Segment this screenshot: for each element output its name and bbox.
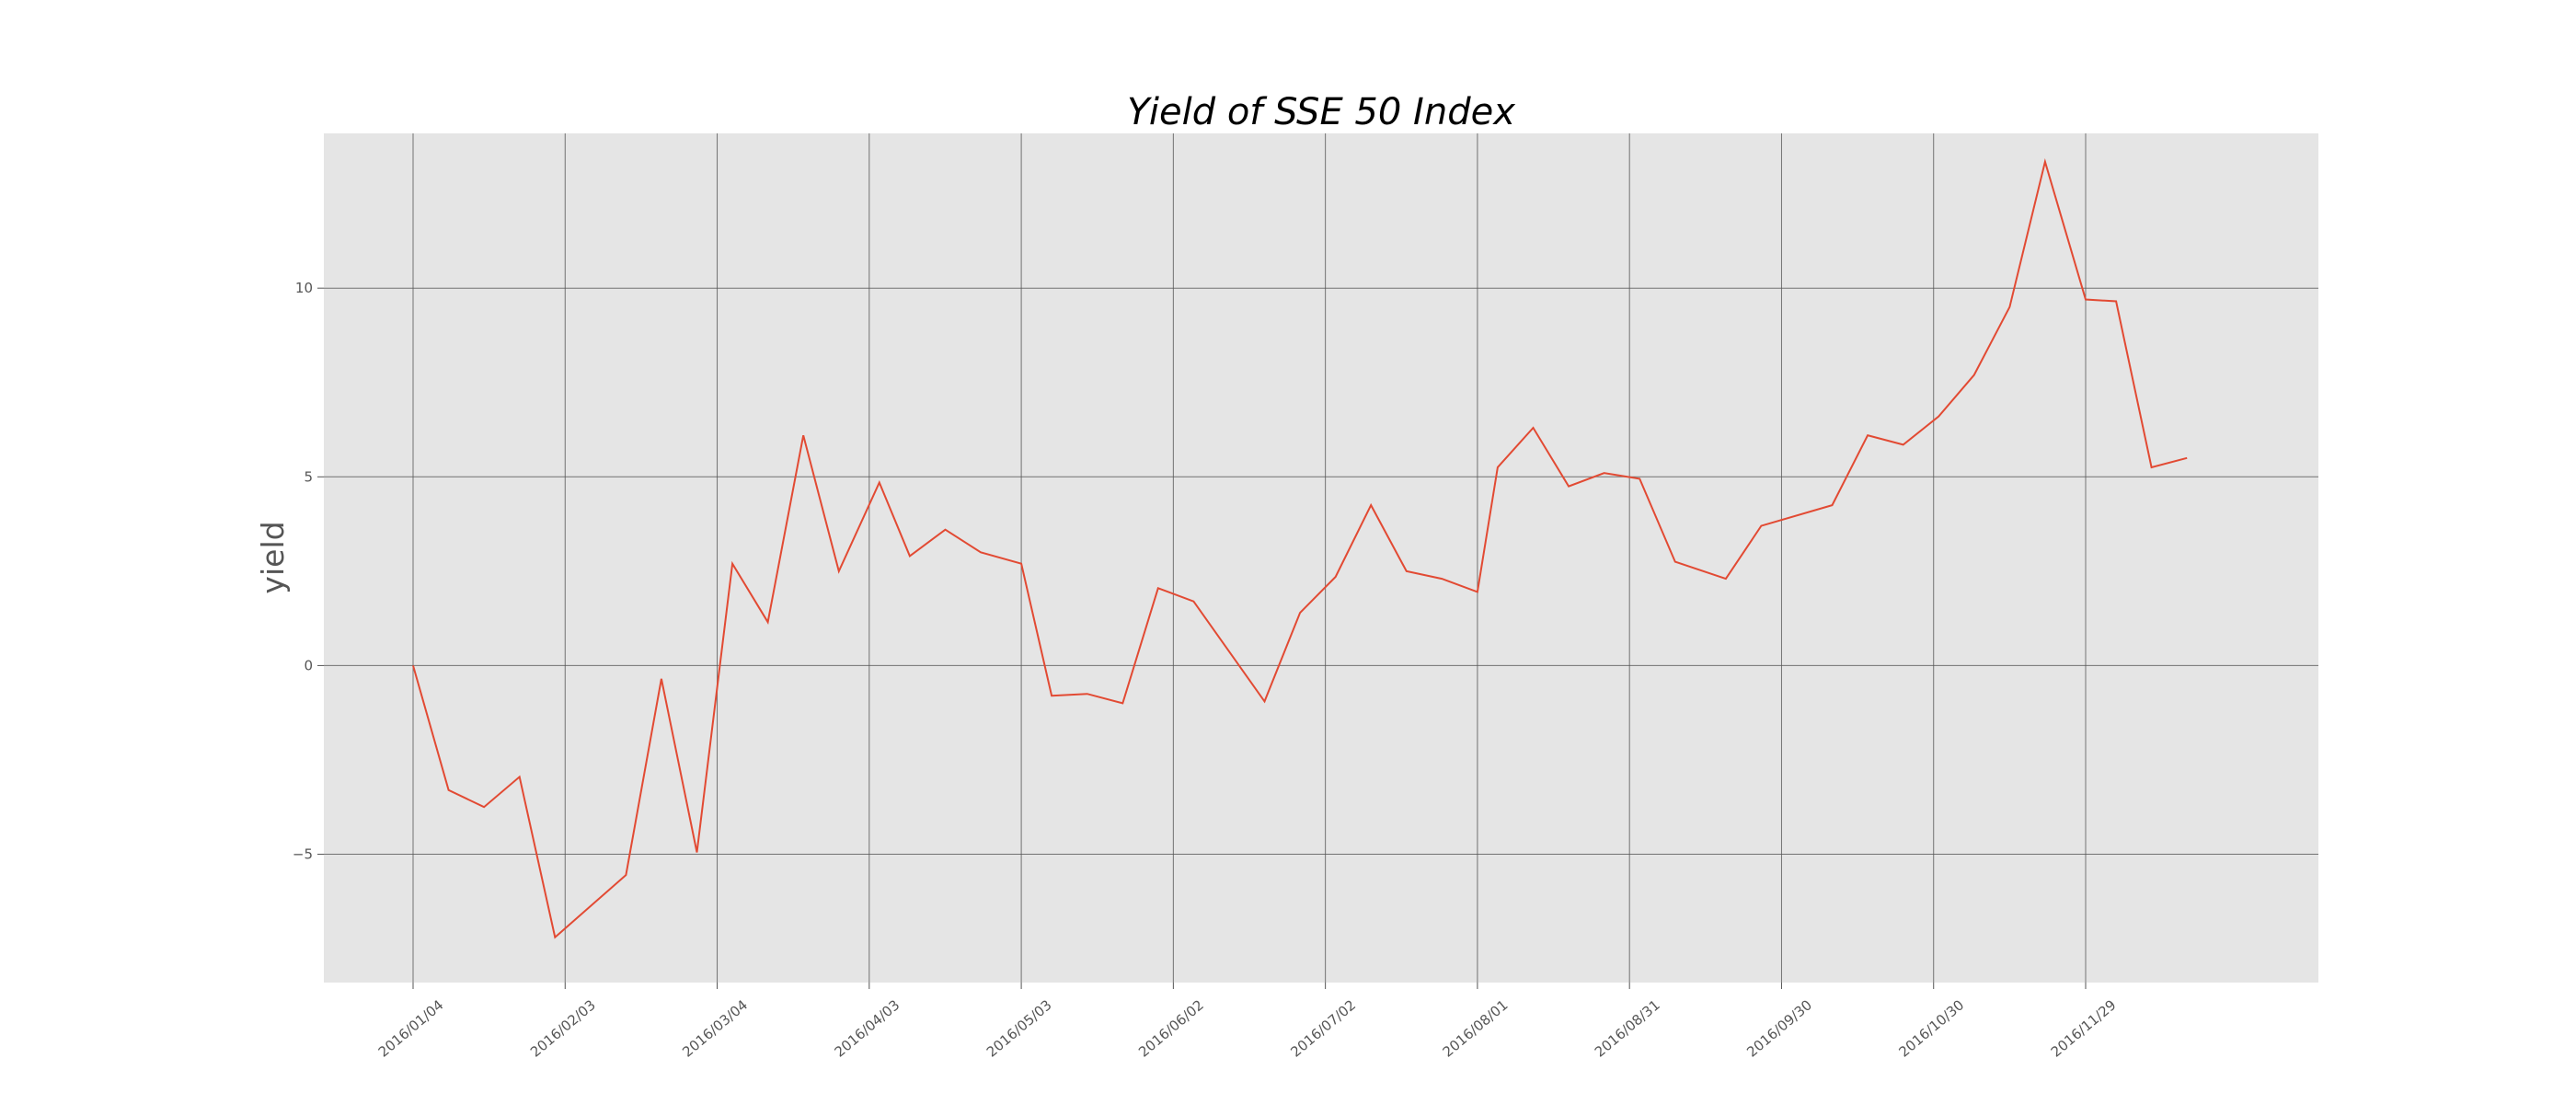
y-tick-label: −5 <box>293 846 313 863</box>
x-tick-label: 2016/01/04 <box>375 996 447 1060</box>
x-tick-label: 2016/03/04 <box>679 996 751 1060</box>
grid-lines <box>324 133 2318 983</box>
y-tick-label: 10 <box>295 280 313 296</box>
yield-series-line <box>412 157 2188 939</box>
y-axis-label: yield <box>255 521 291 593</box>
y-tick-label: 5 <box>304 468 313 485</box>
x-tick-label: 2016/05/03 <box>983 996 1055 1060</box>
chart-title: Yield of SSE 50 Index <box>1127 91 1515 133</box>
x-tick-label: 2016/08/31 <box>1592 996 1663 1060</box>
x-tick-label: 2016/02/03 <box>527 996 599 1060</box>
series-layer <box>412 157 2188 939</box>
y-tick-label: 0 <box>304 657 313 673</box>
x-tick-label: 2016/07/02 <box>1287 996 1359 1060</box>
x-tick-label: 2016/06/02 <box>1135 996 1207 1060</box>
x-tick-label: 2016/11/29 <box>2048 996 2120 1060</box>
x-tick-label: 2016/04/03 <box>832 996 903 1060</box>
x-tick-label: 2016/08/01 <box>1440 996 1512 1060</box>
x-tick-label: 2016/10/30 <box>1895 996 1967 1060</box>
x-tick-label: 2016/09/30 <box>1743 996 1815 1060</box>
plot-area <box>324 133 2318 983</box>
